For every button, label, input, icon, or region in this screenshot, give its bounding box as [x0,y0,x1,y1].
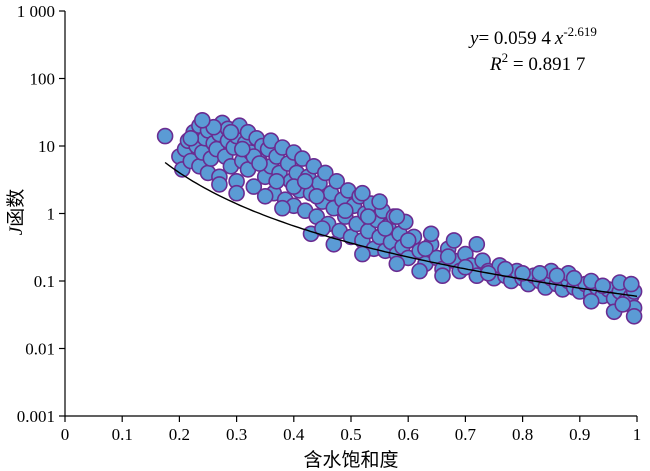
data-point [388,208,406,225]
data-point [371,193,388,210]
r2-superscript: 2 [502,50,509,65]
data-point [565,269,583,287]
x-tick-label: 0 [61,425,70,444]
data-point [457,258,474,276]
y-tick-label: 0.1 [34,272,55,291]
y-tick-label: 1 [47,205,56,224]
equation-var: y [468,28,479,49]
data-point [268,173,285,190]
data-point [296,173,314,190]
axes: 0 0.1 0.2 0.3 0.4 0.5 0.6 0.7 0.8 0.9 1 0.001 0.01 0.… [17,2,642,444]
data-point [156,127,174,145]
data-point [228,184,245,202]
data-point [256,188,274,205]
data-point [439,248,457,265]
x-tick-label: 0.6 [398,425,419,444]
fit-equation: y= 0.059 4 x-2.619 [468,24,597,49]
x-tick-label: 0.5 [340,425,361,444]
data-point [314,220,331,237]
data-point [325,236,343,253]
data-point [359,208,377,225]
y-tick-label: 0.01 [25,340,55,359]
data-point [376,220,394,237]
data-point [222,123,240,141]
x-tick-label: 0.1 [112,425,133,444]
data-point [411,262,428,280]
data-point [422,225,440,243]
data-point [622,275,640,293]
data-point [294,150,311,167]
data-point [336,202,354,219]
data-points [156,112,643,325]
data-point [211,176,228,193]
data-point [434,267,451,285]
data-point [251,155,268,172]
x-tick-label: 0.7 [455,425,477,444]
data-point [582,292,600,310]
equation-exponent: -2.619 [563,24,597,39]
data-point [399,232,417,249]
data-point [417,240,434,258]
y-tick-label: 100 [30,70,56,89]
x-tick-label: 0.9 [569,425,590,444]
data-point [625,307,643,325]
data-point [614,296,632,313]
x-tick-label: 1 [633,425,642,444]
x-axis-title: 含水饱和度 [303,449,398,471]
fit-curve [164,161,638,297]
x-tick-label: 0.8 [512,425,533,444]
y-tick-label: 0.001 [17,407,55,426]
data-point [354,245,371,263]
x-tick-label: 0.4 [283,425,305,444]
y-axis-title-rest: 函数 [5,189,27,227]
data-point [531,264,549,282]
data-point [548,267,566,285]
y-tick-label: 1 000 [17,2,55,21]
data-point [354,184,371,202]
equation-rhs: = 0.059 4 [478,28,551,49]
data-point [388,255,406,273]
data-point [328,173,346,190]
data-point [316,164,334,182]
data-point [182,130,200,147]
data-point [245,178,263,195]
data-point [274,199,291,217]
data-point [234,140,251,158]
y-tick-label: 10 [38,137,55,156]
r2-value: = 0.891 7 [508,54,585,75]
r-squared: R2 = 0.891 7 [489,50,585,75]
y-axis-title: J函数 [5,189,27,235]
equation-x: x [554,28,564,49]
data-point [194,112,211,129]
data-point [514,264,531,282]
data-point [468,236,486,253]
data-point [445,232,463,249]
x-tick-label: 0.3 [226,425,247,444]
data-point [308,188,326,205]
data-point [594,277,612,295]
data-point [497,260,514,278]
y-axis-title-italic: J [6,225,27,235]
x-tick-label: 0.2 [169,425,190,444]
r2-label: R [489,54,502,75]
